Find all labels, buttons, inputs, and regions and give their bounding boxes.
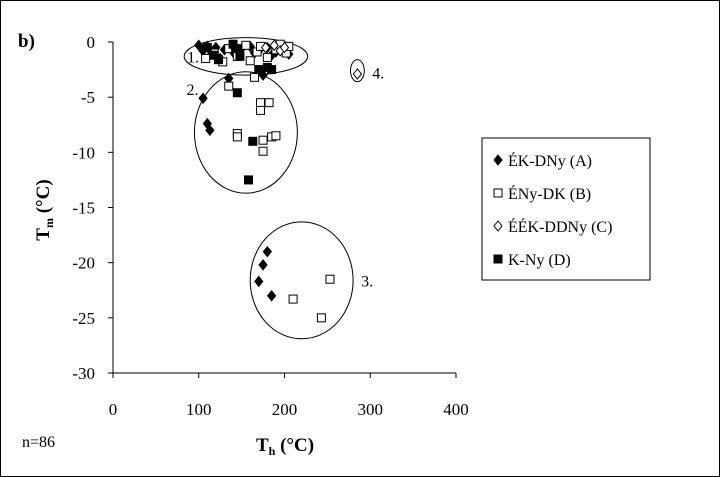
data-point-series-2 [264, 98, 274, 108]
data-point-series-2 [258, 135, 268, 145]
legend: ÉK-DNy (A) ÉNy-DK (B) ÉÉK-DDNy (C) K-Ny (D) [481, 137, 651, 281]
data-point-series-4 [213, 55, 223, 65]
data-point-series-2 [271, 131, 281, 141]
y-tick-label: 0 [87, 33, 96, 52]
x-axis-title-unit: (°C) [275, 435, 314, 456]
legend-label: ÉNy-DK (B) [508, 184, 591, 203]
y-tick-label: -30 [72, 364, 95, 383]
data-point-series-1 [254, 275, 264, 288]
group-ellipse [350, 59, 365, 83]
legend-label: ÉÉK-DDNy (C) [508, 217, 612, 236]
legend-box [481, 137, 651, 281]
data-point-series-4 [254, 65, 264, 75]
panel-label: b) [18, 31, 35, 52]
data-point-series-4 [235, 51, 245, 61]
data-point-series-2 [262, 52, 272, 62]
y-axis-title: Tm (°C) [33, 179, 56, 240]
data-point-series-3 [269, 39, 279, 52]
y-axis-title-main: T [33, 228, 54, 241]
x-tick-label: 0 [109, 400, 118, 419]
group-ellipses: 1. 2. 3. 4. [183, 37, 384, 340]
y-tick-label: -10 [72, 143, 95, 162]
data-point-series-1 [258, 259, 268, 271]
y-axis-title-unit: (°C) [33, 179, 54, 218]
y-tick-label: -15 [72, 199, 95, 218]
data-point-series-1 [198, 92, 208, 105]
x-tick-label: 200 [272, 400, 298, 419]
data-point-series-2 [201, 54, 211, 64]
x-axis-title-main: T [256, 435, 269, 456]
sample-count-label: n=86 [22, 434, 55, 451]
data-point-series-4 [202, 43, 212, 53]
group-ellipse [183, 37, 309, 76]
y-tick-label: -20 [72, 254, 95, 273]
legend-marker [493, 220, 503, 232]
group-ellipse [249, 221, 354, 340]
data-point-series-3 [352, 68, 363, 80]
data-point-series-2 [255, 105, 265, 115]
data-point-series-2 [224, 81, 234, 91]
data-point-series-1 [266, 289, 277, 302]
data-point-series-1 [262, 245, 272, 258]
x-axis-title: Th (°C) [256, 435, 314, 458]
data-point-series-4 [232, 88, 242, 98]
data-point-series-1 [194, 39, 204, 52]
y-axis-title-sub: m [42, 218, 56, 228]
group-ellipse [193, 71, 298, 194]
data-point-series-3 [260, 41, 271, 54]
data-point-series-2 [232, 132, 242, 142]
legend-marker [493, 188, 503, 198]
group-label: 4. [372, 66, 384, 83]
group-label: 2. [186, 82, 198, 99]
x-tick-label: 400 [443, 400, 469, 419]
data-point-series-1 [205, 124, 215, 137]
data-point-series-2 [241, 40, 251, 50]
data-point-series-2 [249, 72, 259, 82]
group-label: 3. [361, 273, 373, 290]
x-tick-label: 100 [186, 400, 212, 419]
data-point-series-3 [279, 41, 290, 54]
x-tick-label: 300 [358, 400, 384, 419]
data-point-series-2 [316, 313, 326, 323]
legend-label: K-Ny (D) [508, 252, 571, 269]
axes: 0 -5 -10 -15 -20 -25 -30 0 100 200 300 400 [72, 33, 468, 419]
data-points [194, 39, 363, 323]
group-label: 1. [187, 49, 199, 66]
data-point-series-4 [243, 175, 253, 185]
data-point-series-4 [267, 65, 277, 75]
y-tick-label: -25 [72, 309, 95, 328]
x-axis-title-sub: h [269, 444, 276, 458]
legend-marker [493, 154, 503, 166]
legend-label: ÉK-DNy (A) [508, 151, 592, 170]
y-tick-label: -5 [81, 88, 95, 107]
legend-marker [493, 254, 503, 264]
data-point-series-2 [255, 98, 265, 108]
data-point-series-2 [258, 146, 268, 156]
data-point-series-2 [288, 294, 298, 304]
data-point-series-4 [248, 136, 258, 146]
data-point-series-4 [231, 44, 241, 54]
data-point-series-2 [325, 274, 335, 284]
data-point-series-2 [245, 56, 255, 66]
